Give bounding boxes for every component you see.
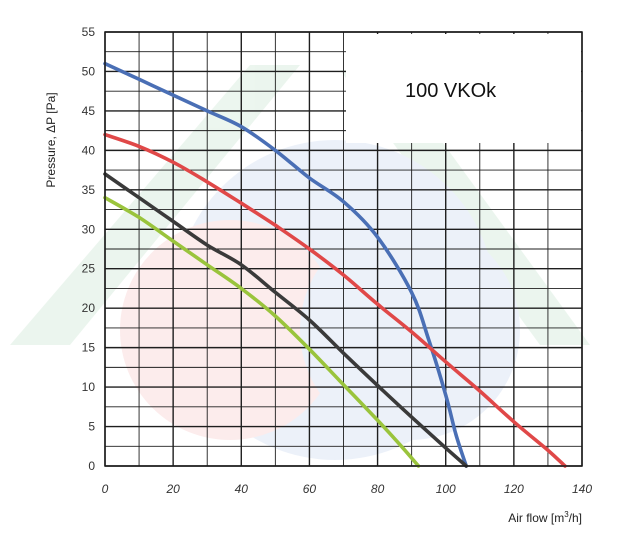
y-tick-label: 10 [82,380,96,394]
x-axis-label-superscript: 3 [564,510,569,519]
y-tick-label: 25 [82,262,96,276]
x-tick-label: 20 [165,482,180,496]
y-axis-label: Pressure, ΔP [Pa] [44,92,58,187]
y-tick-label: 20 [82,301,96,315]
series-line-1 [103,61,468,468]
y-tick-label: 50 [82,64,96,78]
minor-gridlines [105,32,582,466]
x-tick-label: 60 [303,482,317,496]
series-line-3 [103,172,468,468]
x-tick-label: 140 [572,482,592,496]
series-line-2 [103,132,567,468]
x-tick-label: 40 [235,482,249,496]
chart-title: 100 VKOk [405,80,497,102]
x-axis-label-end: /h] [569,511,582,525]
y-tick-label: 55 [82,25,96,39]
x-axis-label-main: Air flow [m [508,511,564,525]
title-box [346,34,581,143]
x-axis-label: Air flow [m3/h] [508,510,582,525]
y-tick-label: 15 [82,341,96,355]
y-tick-label: 45 [82,104,96,118]
y-tick-label: 40 [82,143,96,157]
y-tick-labels: 0 5 10 15 20 25 30 35 40 45 50 55 [82,25,96,473]
x-tick-labels: 0 20 40 60 80 100 120 140 [102,482,593,496]
y-tick-label: 0 [88,459,95,473]
x-tick-label: 80 [371,482,385,496]
y-tick-label: 35 [82,183,96,197]
x-tick-label: 120 [504,482,524,496]
x-tick-label: 100 [436,482,456,496]
y-tick-label: 5 [88,420,95,434]
y-tick-label: 30 [82,222,96,236]
x-tick-label: 0 [102,482,109,496]
series-group [103,61,567,468]
plot-frame [104,31,583,467]
series-line-4 [103,195,421,468]
